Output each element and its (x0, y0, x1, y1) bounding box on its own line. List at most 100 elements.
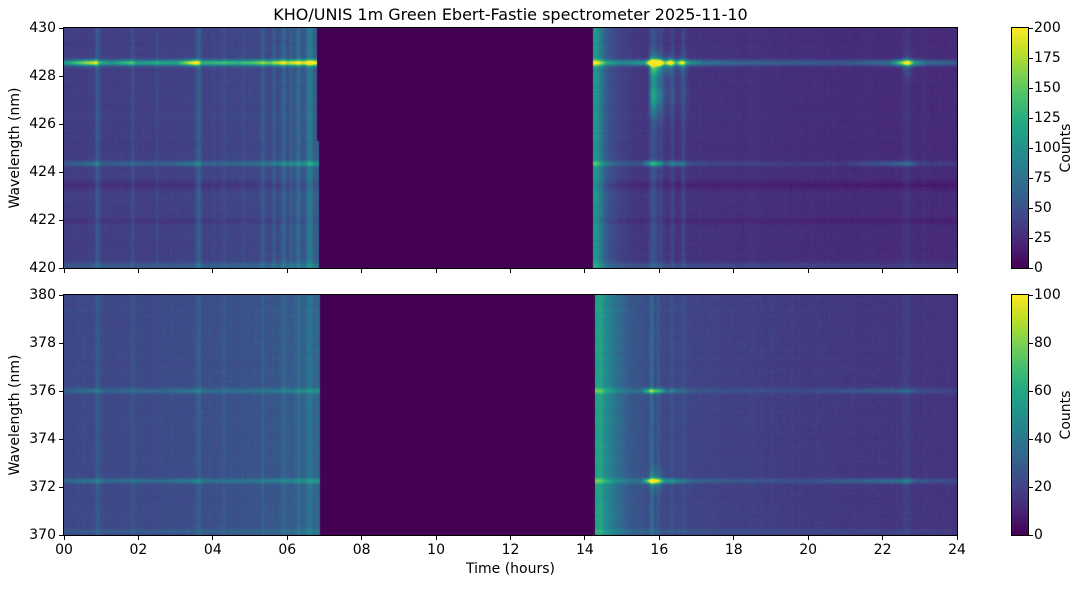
y-tick-label: 424 (29, 164, 56, 180)
colorbar-tick-mark (1029, 342, 1033, 344)
colorbar-label-bottom: Counts (1058, 390, 1074, 440)
spectrogram-heatmap-bottom (64, 295, 957, 535)
x-tick-mark (137, 536, 139, 540)
colorbar-tick-mark (1029, 267, 1033, 269)
x-tick-mark (361, 269, 363, 273)
colorbar-tick-label: 150 (1034, 80, 1061, 96)
x-tick-mark (435, 269, 437, 273)
x-tick-mark (584, 269, 586, 273)
plot-title: KHO/UNIS 1m Green Ebert-Fastie spectrome… (273, 5, 748, 24)
x-tick-mark (807, 536, 809, 540)
y-tick-label: 374 (29, 431, 56, 447)
colorbar-tick-mark (1029, 117, 1033, 119)
y-tick-mark (59, 171, 63, 173)
y-tick-mark (59, 294, 63, 296)
x-tick-mark (286, 269, 288, 273)
y-tick-label: 378 (29, 335, 56, 351)
x-tick-mark (63, 536, 65, 540)
x-tick-mark (435, 536, 437, 540)
y-tick-label: 372 (29, 479, 56, 495)
x-tick-mark (510, 536, 511, 540)
x-tick-label: 24 (948, 542, 966, 558)
y-tick-mark (59, 342, 63, 344)
y-axis-label-bottom: Wavelength (nm) (7, 354, 23, 476)
x-tick-label: 14 (575, 542, 594, 558)
x-tick-mark (510, 269, 511, 273)
colorbar-tick-label: 175 (1034, 50, 1061, 66)
colorbar-tick-mark (1029, 57, 1033, 59)
x-tick-mark (956, 536, 958, 540)
x-tick-label: 02 (129, 542, 148, 558)
colorbar-tick-label: 200 (1034, 20, 1061, 36)
x-tick-mark (733, 536, 735, 540)
spectrogram-panel-bottom (63, 294, 958, 536)
x-tick-mark (212, 536, 214, 540)
y-axis-label-top: Wavelength (nm) (7, 87, 23, 209)
spectrogram-heatmap-top (64, 28, 957, 268)
y-tick-mark (59, 390, 63, 392)
y-tick-label: 428 (29, 68, 56, 84)
x-tick-mark (733, 269, 735, 273)
x-tick-mark (956, 269, 958, 273)
colorbar-tick-label: 25 (1034, 230, 1052, 246)
x-axis-label: Time (hours) (466, 561, 555, 577)
colorbar-tick-mark (1029, 207, 1033, 209)
y-tick-label: 380 (29, 287, 56, 303)
colorbar-tick-label: 100 (1034, 287, 1061, 303)
x-tick-mark (882, 269, 884, 273)
x-tick-label: 22 (873, 542, 892, 558)
x-tick-label: 12 (501, 542, 520, 558)
colorbar-tick-mark (1029, 237, 1033, 239)
x-tick-mark (658, 269, 660, 273)
x-tick-label: 08 (352, 542, 371, 558)
colorbar-tick-mark (1029, 294, 1033, 296)
colorbar-tick-label: 75 (1034, 170, 1052, 186)
colorbar-tick-mark (1029, 27, 1033, 29)
x-tick-mark (63, 269, 65, 273)
colorbar-tick-label: 50 (1034, 200, 1052, 216)
y-tick-label: 420 (29, 260, 56, 276)
y-tick-mark (59, 267, 63, 269)
y-tick-mark (59, 486, 63, 488)
x-tick-label: 04 (203, 542, 222, 558)
colorbar-tick-label: 0 (1034, 260, 1043, 276)
y-tick-label: 370 (29, 527, 56, 543)
colorbar-tick-mark (1029, 486, 1033, 488)
y-tick-mark (59, 27, 63, 29)
colorbar-bottom (1011, 294, 1029, 536)
colorbar-tick-mark (1029, 534, 1033, 536)
x-tick-label: 10 (427, 542, 445, 558)
x-tick-mark (137, 269, 139, 273)
y-tick-label: 376 (29, 383, 56, 399)
colorbar-tick-mark (1029, 438, 1033, 440)
colorbar-tick-label: 80 (1034, 335, 1052, 351)
colorbar-tick-mark (1029, 147, 1033, 149)
x-tick-label: 18 (724, 542, 743, 558)
colorbar-tick-mark (1029, 87, 1033, 89)
y-tick-mark (59, 75, 63, 77)
x-tick-mark (658, 536, 660, 540)
colorbar-tick-label: 60 (1034, 383, 1052, 399)
x-tick-mark (584, 536, 586, 540)
y-tick-mark (59, 219, 63, 221)
x-tick-mark (882, 536, 884, 540)
spectrogram-panel-top (63, 27, 958, 269)
x-tick-label: 16 (650, 542, 669, 558)
x-tick-label: 00 (55, 542, 73, 558)
colorbar-tick-label: 40 (1034, 431, 1052, 447)
x-tick-mark (807, 269, 809, 273)
colorbar-tick-label: 20 (1034, 479, 1052, 495)
y-tick-mark (59, 438, 63, 440)
x-tick-mark (212, 269, 214, 273)
colorbar-tick-label: 0 (1034, 527, 1043, 543)
x-tick-label: 06 (278, 542, 297, 558)
y-tick-mark (59, 534, 63, 536)
x-tick-label: 20 (799, 542, 818, 558)
x-tick-mark (361, 536, 363, 540)
y-tick-label: 430 (29, 20, 56, 36)
y-tick-label: 422 (29, 212, 56, 228)
y-tick-mark (59, 123, 63, 125)
colorbar-tick-mark (1029, 177, 1033, 179)
colorbar-tick-mark (1029, 390, 1033, 392)
